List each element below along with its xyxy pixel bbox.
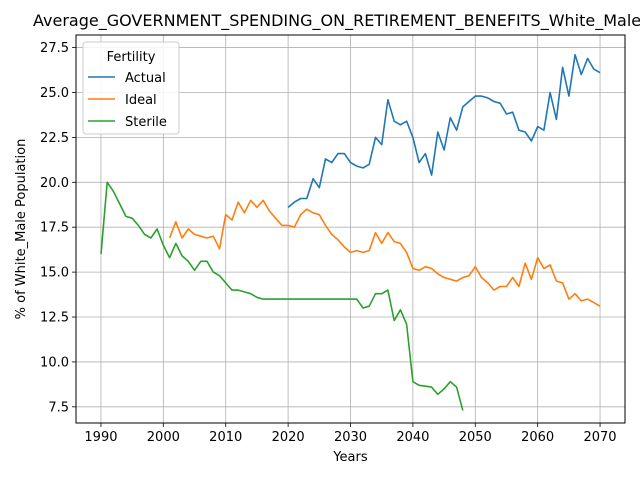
x-tick-label: 2070 <box>583 430 616 445</box>
y-tick-label: 25.0 <box>40 86 69 101</box>
series-line-sterile <box>101 182 463 410</box>
y-axis-label: % of White_Male Population <box>14 139 29 320</box>
y-tick-label: 17.5 <box>40 221 69 236</box>
y-tick-label: 12.5 <box>40 311 69 326</box>
y-tick-label: 20.0 <box>40 176 69 191</box>
y-tick-label: 10.0 <box>40 355 69 370</box>
legend-label-sterile: Sterile <box>125 115 167 130</box>
chart-title: Average_GOVERNMENT_SPENDING_ON_RETIREMEN… <box>33 11 640 31</box>
x-tick-label: 2060 <box>521 430 554 445</box>
x-tick-label: 2020 <box>272 430 305 445</box>
x-tick-label: 2000 <box>147 430 180 445</box>
y-tick-label: 7.5 <box>48 400 69 415</box>
y-tick-label: 22.5 <box>40 131 69 146</box>
y-tick-label: 27.5 <box>40 41 69 56</box>
x-tick-label: 2030 <box>334 430 367 445</box>
x-tick-label: 1990 <box>84 430 117 445</box>
x-axis-label: Years <box>332 450 368 465</box>
x-tick-label: 2040 <box>396 430 429 445</box>
legend-label-actual: Actual <box>125 71 166 86</box>
x-tick-label: 2010 <box>209 430 242 445</box>
legend-label-ideal: Ideal <box>125 93 157 108</box>
legend-title: Fertility <box>107 50 156 65</box>
x-tick-label: 2050 <box>459 430 492 445</box>
legend: Fertility Actual Ideal Sterile <box>83 42 179 134</box>
series-line-actual <box>288 55 600 208</box>
y-tick-label: 15.0 <box>40 266 69 281</box>
